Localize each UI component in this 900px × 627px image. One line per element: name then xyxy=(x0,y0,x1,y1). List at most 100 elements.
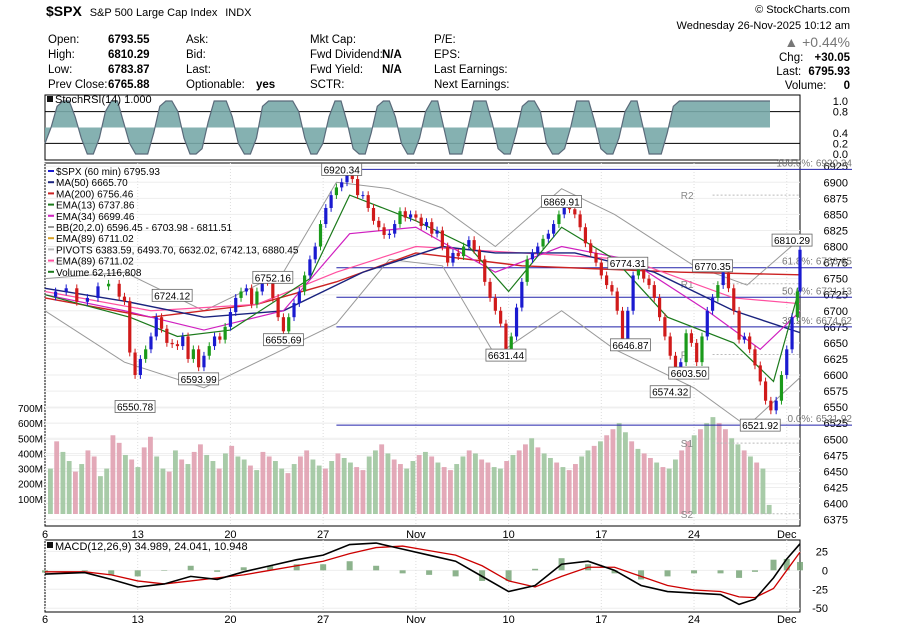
stoch-fill-area xyxy=(45,101,770,154)
volume-bar xyxy=(716,423,722,514)
macd-x-tick-label: Nov xyxy=(406,614,426,626)
macd-histogram-bar xyxy=(108,570,115,575)
price-callout: 6631.44 xyxy=(485,348,527,362)
macd-histogram-bar xyxy=(293,564,300,571)
volume-bar xyxy=(73,471,78,514)
volume-tick-label: 200M xyxy=(18,480,43,491)
price-bar-body xyxy=(668,336,672,356)
price-tick-label: 6600 xyxy=(824,370,848,382)
legend-entry: MA(200) 6756.46 xyxy=(56,189,134,200)
price-bar-body xyxy=(170,342,174,345)
price-bar-body xyxy=(175,344,180,347)
macd-line xyxy=(44,542,801,606)
volume-bar xyxy=(648,457,653,514)
ema34-line xyxy=(44,226,801,351)
volume-bar xyxy=(741,450,747,514)
macd-histogram-bar xyxy=(505,570,512,581)
volume-bar xyxy=(54,441,60,514)
macd-x-tick-label: 13 xyxy=(132,614,144,626)
macd-histogram-bar xyxy=(611,570,618,574)
price-callout-text: 6603.50 xyxy=(671,369,708,380)
volume-bar xyxy=(223,453,228,514)
price-bar-body xyxy=(620,310,625,343)
price-bar-body xyxy=(546,233,550,239)
price-bar-body xyxy=(520,281,524,308)
price-bar-body xyxy=(477,249,482,260)
price-bar-body xyxy=(769,400,773,411)
price-tick-label: 6825 xyxy=(824,225,848,237)
symbol: $SPX xyxy=(46,3,82,19)
price-callout: 6752.16 xyxy=(252,270,294,284)
price-bar-body xyxy=(499,310,503,324)
volume-bar xyxy=(579,456,585,514)
index-name: S&P 500 Large Cap Index xyxy=(89,7,218,19)
price-bar-body xyxy=(467,240,471,247)
quote-value: 6793.55 xyxy=(108,34,150,46)
volume-tick-label: 600M xyxy=(18,419,43,430)
volume-bar xyxy=(410,461,416,514)
legend-entry: BB(20,2.0) 6596.45 - 6703.98 - 6811.51 xyxy=(56,223,232,234)
legend-entry: Volume 62,116,808 xyxy=(56,268,142,279)
price-bar-body xyxy=(774,400,778,411)
price-bar-body xyxy=(748,336,752,350)
volume-bar xyxy=(91,456,97,514)
symbol-title: $SPX S&P 500 Large Cap Index INDX xyxy=(46,3,252,19)
last-label: Last: xyxy=(776,66,802,78)
price-bar-body xyxy=(159,317,164,329)
price-bar-body xyxy=(695,342,699,363)
price-callout: 6724.12 xyxy=(151,288,193,302)
volume-bar xyxy=(85,450,91,514)
price-bar-body xyxy=(732,288,736,311)
volume-bar xyxy=(266,456,272,514)
macd-x-tick-label: 17 xyxy=(595,614,607,626)
volume-bar xyxy=(666,468,672,514)
x-tick-label: Dec xyxy=(777,529,797,541)
price-bar-body xyxy=(75,288,79,302)
macd-histogram-bar xyxy=(399,570,406,574)
volume-bar xyxy=(160,468,166,514)
quote-label: Last: xyxy=(186,64,211,76)
volume-bar xyxy=(335,453,341,514)
price-bar-body xyxy=(435,230,439,234)
price-bar-body xyxy=(202,355,206,368)
volume-bar xyxy=(691,435,697,514)
volume-bar xyxy=(166,471,172,514)
volume-bar xyxy=(404,468,410,514)
price-callout-box xyxy=(178,372,220,386)
price-tick-label: 6800 xyxy=(824,242,848,254)
macd-histogram-bar xyxy=(736,570,743,578)
price-tick-label: 6675 xyxy=(824,322,848,334)
price-callout: 6770.35 xyxy=(692,259,733,273)
volume-bar xyxy=(585,450,591,514)
price-callout-text: 6920.34 xyxy=(324,165,361,176)
macd-histogram-bar xyxy=(187,565,194,571)
price-bar-body xyxy=(53,291,58,297)
price-bar-body xyxy=(355,179,360,196)
volume-bar xyxy=(98,476,103,514)
price-bar-body xyxy=(377,220,381,228)
price-bar-body xyxy=(552,224,556,234)
volume-bar xyxy=(241,459,247,514)
volume-bar xyxy=(116,442,122,514)
price-bar-body xyxy=(228,312,233,327)
price-callout-text: 6550.78 xyxy=(117,402,154,413)
price-bar-body xyxy=(573,209,577,215)
price-bar-body xyxy=(403,211,407,218)
volume-bar xyxy=(260,451,266,514)
quote-value: 6810.29 xyxy=(108,49,150,61)
price-tick-label: 6400 xyxy=(824,499,848,511)
price-tick-label: 6625 xyxy=(824,354,848,366)
price-callout-text: 6521.92 xyxy=(742,421,779,432)
macd-histogram-bar xyxy=(346,561,353,571)
price-bar-body xyxy=(292,303,296,318)
quote-label: Mkt Cap: xyxy=(310,34,357,46)
quote-value: 6783.87 xyxy=(108,64,150,76)
quote-value: 6765.88 xyxy=(108,79,150,91)
x-tick-label: 27 xyxy=(317,529,329,541)
price-callout-text: 6869.91 xyxy=(544,198,581,209)
stoch-tick-label: 1.0 xyxy=(833,96,848,108)
price-callout-box xyxy=(485,348,527,362)
volume-tick-label: 500M xyxy=(18,434,43,445)
macd-histogram-bar xyxy=(81,570,88,572)
volume-bar xyxy=(110,435,116,514)
